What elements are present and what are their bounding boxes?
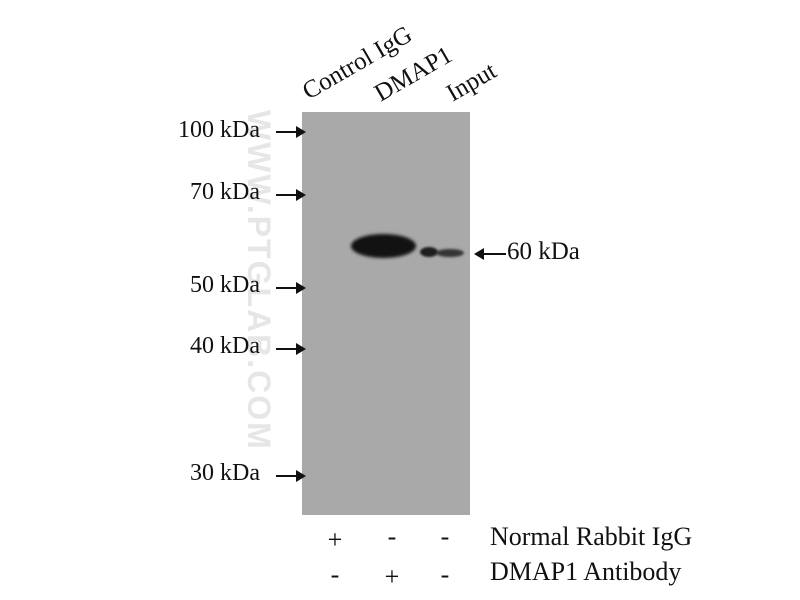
sign: - — [440, 560, 450, 589]
marker-50: 50 kDa — [190, 272, 260, 298]
arrow-icon — [276, 470, 306, 482]
arrow-icon — [276, 189, 306, 201]
target-arrow-icon — [474, 248, 506, 260]
watermark: WWW.PTGLAB.COM — [241, 110, 277, 451]
row-label-normal-rabbit-igg: Normal Rabbit IgG — [490, 522, 693, 551]
blot-membrane — [302, 112, 470, 515]
target-label: 60 kDa — [507, 238, 580, 265]
band-input-b — [436, 249, 464, 257]
row-label-dmap1-antibody: DMAP1 Antibody — [490, 557, 682, 586]
marker-100: 100 kDa — [178, 117, 260, 143]
arrow-icon — [276, 343, 306, 355]
arrow-icon — [276, 126, 306, 138]
marker-70: 70 kDa — [190, 179, 260, 205]
marker-40: 40 kDa — [190, 333, 260, 359]
sign: + — [327, 525, 343, 554]
sign: - — [330, 560, 340, 589]
band-input-a — [420, 247, 438, 257]
marker-30: 30 kDa — [190, 460, 260, 486]
sign: + — [384, 562, 400, 591]
band-dmap1 — [351, 234, 416, 258]
sign: - — [387, 522, 397, 551]
sign: - — [440, 522, 450, 551]
arrow-icon — [276, 282, 306, 294]
